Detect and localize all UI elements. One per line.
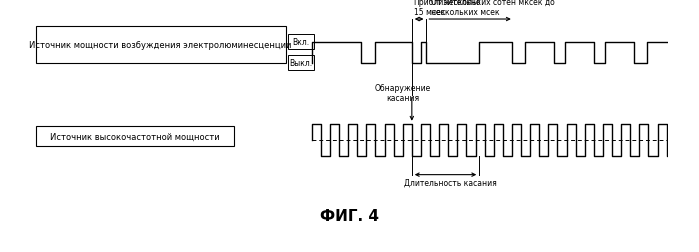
Bar bbox=[288, 35, 314, 50]
Text: Источник мощности возбуждения электролюминесценции: Источник мощности возбуждения электролюм… bbox=[29, 41, 292, 50]
Bar bbox=[288, 56, 314, 71]
Bar bbox=[36, 27, 287, 64]
Text: От нескольких сотен мксек до
нескольких мсек: От нескольких сотен мксек до нескольких … bbox=[431, 0, 555, 17]
Text: Выкл.: Выкл. bbox=[289, 59, 312, 68]
Text: Источник высокочастотной мощности: Источник высокочастотной мощности bbox=[50, 132, 220, 141]
Text: ФИГ. 4: ФИГ. 4 bbox=[319, 208, 379, 223]
Text: Длительность касания: Длительность касания bbox=[404, 178, 496, 187]
Text: Вкл.: Вкл. bbox=[292, 38, 310, 47]
Text: Обнаружение
касания: Обнаружение касания bbox=[375, 83, 431, 103]
Bar bbox=[36, 127, 234, 147]
Text: Приблизительно
15 мсек: Приблизительно 15 мсек bbox=[414, 0, 481, 17]
